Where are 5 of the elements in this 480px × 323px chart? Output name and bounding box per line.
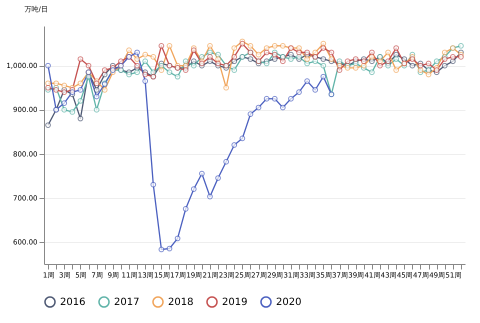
legend-label: 2016: [60, 297, 86, 308]
legend-label: 2019: [222, 297, 248, 308]
legend-label: 2018: [168, 297, 194, 308]
legend-label: 2017: [114, 297, 140, 308]
legend-label: 2020: [276, 297, 302, 308]
